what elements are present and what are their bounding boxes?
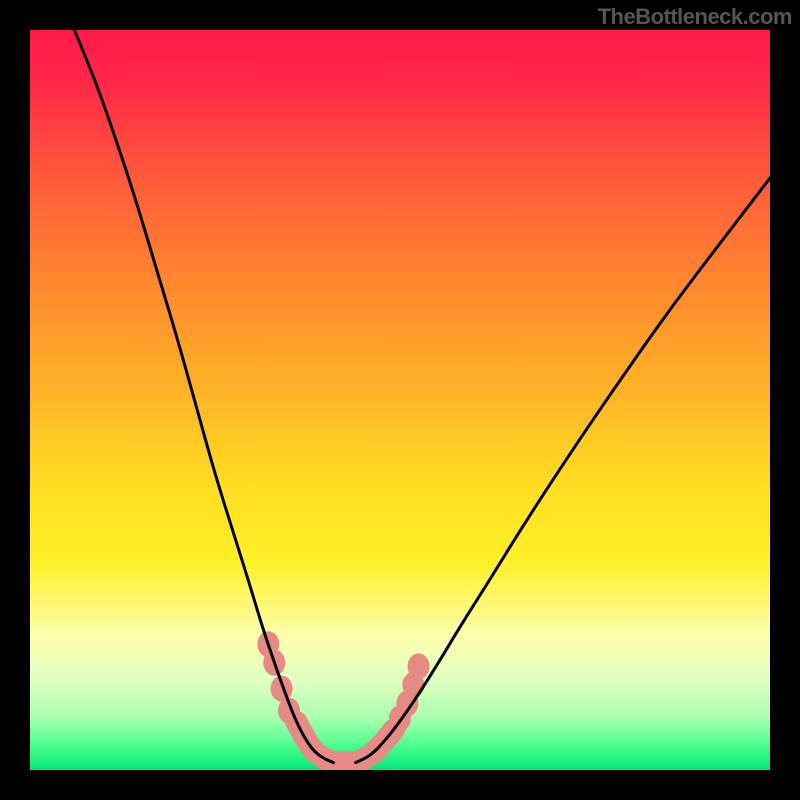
plot-area [30,30,770,770]
watermark-text: TheBottleneck.com [598,4,792,30]
chart-container: TheBottleneck.com [0,0,800,800]
gradient-background [30,30,770,770]
